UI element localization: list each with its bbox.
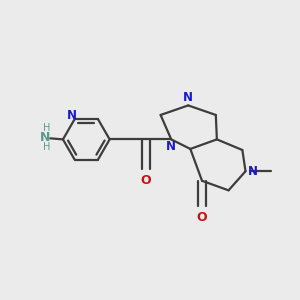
Text: N: N [166,140,176,153]
Text: N: N [183,92,193,104]
Text: N: N [40,131,50,144]
Text: H: H [43,123,50,133]
Text: N: N [248,165,258,178]
Text: O: O [140,174,151,187]
Text: H: H [43,142,50,152]
Text: N: N [67,109,77,122]
Text: O: O [197,212,207,224]
